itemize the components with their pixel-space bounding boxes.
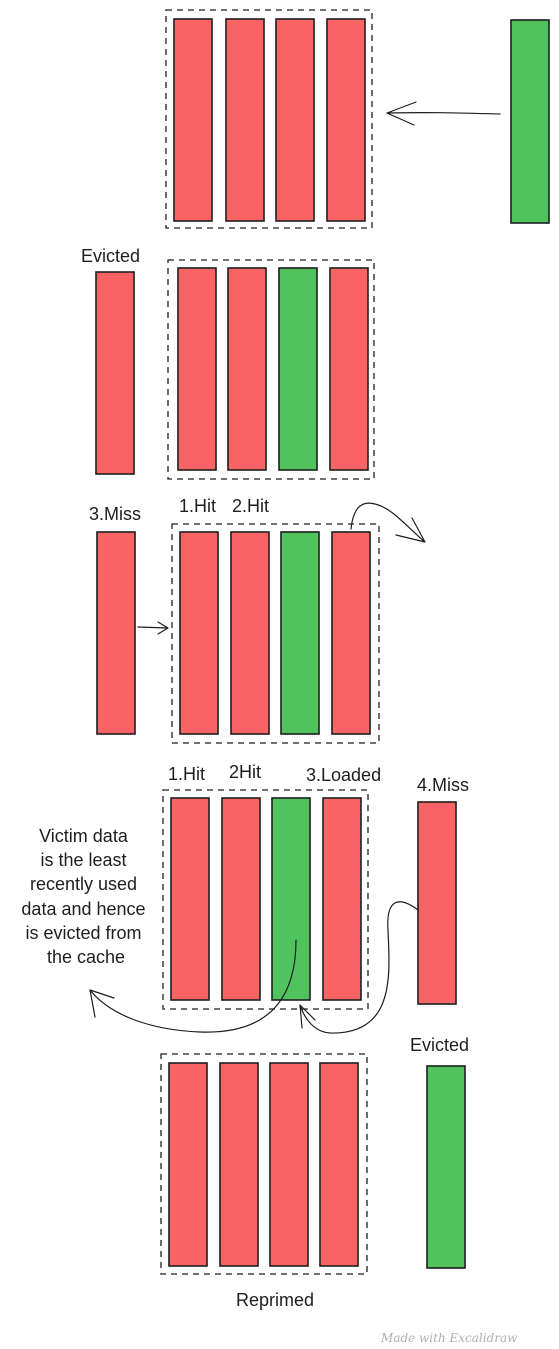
block-r5-2 <box>219 1062 259 1267</box>
block-r4-4 <box>322 797 362 1001</box>
block-r4-3 <box>271 797 311 1001</box>
cache-frame-4 <box>162 789 369 1010</box>
block-r1-4 <box>326 18 366 222</box>
cache-frame-5 <box>160 1053 368 1275</box>
block-r1-3 <box>275 18 315 222</box>
cache-frame-1 <box>165 9 373 229</box>
block-r5-3 <box>269 1062 309 1267</box>
block-r2-evicted <box>95 271 135 475</box>
label-evicted-top: Evicted <box>81 246 140 266</box>
block-r5-evicted <box>426 1065 466 1269</box>
victim-note-line-4: data and hence <box>21 899 145 919</box>
watermark: Made with Excalidraw <box>380 1331 518 1345</box>
victim-note: Victim data is the least recently used d… <box>21 826 150 967</box>
label-1-hit-a: 1.Hit <box>179 496 216 516</box>
block-r3-1 <box>179 531 219 735</box>
label-2-hit-b: 2Hit <box>229 762 261 782</box>
row-5: Evicted Reprimed <box>160 1035 469 1310</box>
arrow-incoming-to-cache <box>386 101 501 126</box>
victim-note-line-3: recently used <box>30 874 137 894</box>
block-r2-1 <box>177 267 217 471</box>
label-3-loaded: 3.Loaded <box>306 765 381 785</box>
label-reprimed: Reprimed <box>236 1290 314 1310</box>
arrow-miss-into-cache-4 <box>299 901 419 1034</box>
label-2-hit-a: 2.Hit <box>232 496 269 516</box>
block-r3-2 <box>230 531 270 735</box>
arrow-victim-out <box>89 939 297 1033</box>
arrow-miss-into-cache <box>137 621 169 635</box>
block-r4-miss <box>417 801 457 1005</box>
victim-note-line-6: the cache <box>47 947 125 967</box>
block-r5-4 <box>319 1062 359 1267</box>
row-3: 3.Miss 1.Hit 2.Hit <box>89 496 426 744</box>
cache-frame-3 <box>171 523 380 744</box>
row-4: 1.Hit 2Hit 3.Loaded 4.Miss Victim data i… <box>21 762 469 1034</box>
block-r4-2 <box>221 797 261 1001</box>
block-r1-1 <box>173 18 213 222</box>
block-r3-3 <box>280 531 320 735</box>
block-r3-miss <box>96 531 136 735</box>
block-r5-1 <box>168 1062 208 1267</box>
row-2: Evicted <box>81 246 375 480</box>
block-r2-2 <box>227 267 267 471</box>
label-evicted-bottom: Evicted <box>410 1035 469 1055</box>
label-3-miss: 3.Miss <box>89 504 141 524</box>
block-r1-2 <box>225 18 265 222</box>
victim-note-line-2: is the least <box>40 850 126 870</box>
block-r3-4 <box>331 531 371 735</box>
victim-note-line-1: Victim data <box>39 826 129 846</box>
block-r4-1 <box>170 797 210 1001</box>
arrow-evict-out <box>350 502 426 543</box>
row-1 <box>165 9 550 229</box>
victim-note-line-5: is evicted from <box>25 923 141 943</box>
label-1-hit-b: 1.Hit <box>168 764 205 784</box>
label-4-miss: 4.Miss <box>417 775 469 795</box>
block-r1-incoming <box>510 19 550 224</box>
cache-frame-2 <box>167 259 375 480</box>
block-r2-3 <box>278 267 318 471</box>
block-r2-4 <box>329 267 369 471</box>
